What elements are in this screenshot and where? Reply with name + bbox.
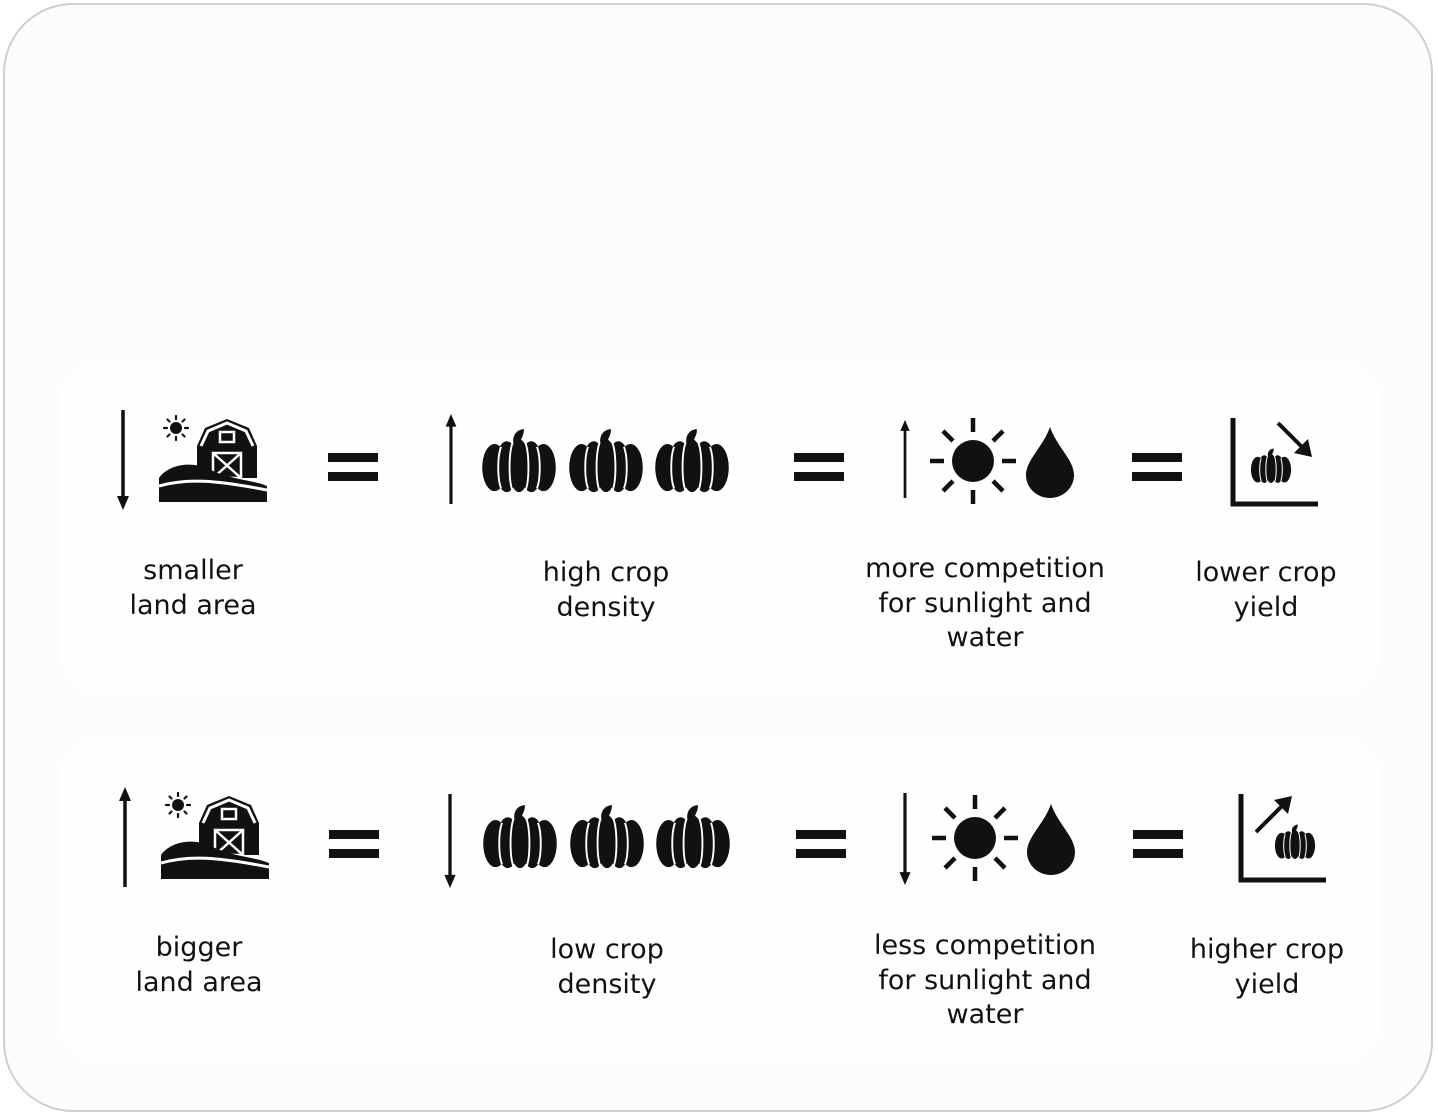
- trend-arrow-up-icon: [118, 787, 132, 887]
- slide-card: [3, 3, 1433, 1112]
- competition-label: more competition for sunlight and water: [865, 553, 1105, 653]
- equals-sign: [796, 830, 846, 858]
- trend-arrow-down-icon: [898, 793, 912, 885]
- pumpkin-icon: [653, 428, 731, 494]
- farm-barn-sun-icon: [159, 415, 267, 503]
- equals-sign: [794, 453, 844, 481]
- equals-sign: [328, 453, 378, 481]
- crop-density-label: low crop density: [550, 934, 664, 1000]
- yield-chart-up-icon: [1238, 794, 1328, 884]
- trend-arrow-down-icon: [443, 794, 457, 888]
- competition-label: less competition for sunlight and water: [873, 930, 1097, 1030]
- water-drop-icon: [1025, 427, 1075, 499]
- pumpkin-icon: [567, 428, 645, 494]
- pumpkin-icon: [480, 428, 558, 494]
- row-panel-bottom: [60, 735, 1380, 1065]
- equals-sign: [329, 830, 379, 858]
- pumpkin-icon: [481, 804, 559, 870]
- sun-icon: [932, 795, 1018, 881]
- water-drop-icon: [1026, 804, 1076, 876]
- row-panel-top: [60, 360, 1380, 695]
- crop-yield-label: lower crop yield: [1195, 557, 1337, 623]
- equals-sign: [1133, 830, 1183, 858]
- sun-icon: [930, 418, 1016, 504]
- pumpkin-icon: [654, 804, 732, 870]
- yield-chart-down-icon: [1230, 418, 1320, 508]
- trend-arrow-up-icon: [898, 420, 912, 498]
- trend-arrow-down-icon: [116, 410, 130, 510]
- crop-density-label: high crop density: [542, 557, 670, 623]
- equals-sign: [1132, 453, 1182, 481]
- crop-yield-label: higher crop yield: [1189, 934, 1345, 1000]
- farm-barn-sun-icon: [161, 792, 269, 880]
- land-area-label: bigger land area: [135, 932, 263, 998]
- pumpkin-icon: [568, 804, 646, 870]
- land-area-label: smaller land area: [129, 555, 257, 621]
- trend-arrow-up-icon: [444, 414, 458, 504]
